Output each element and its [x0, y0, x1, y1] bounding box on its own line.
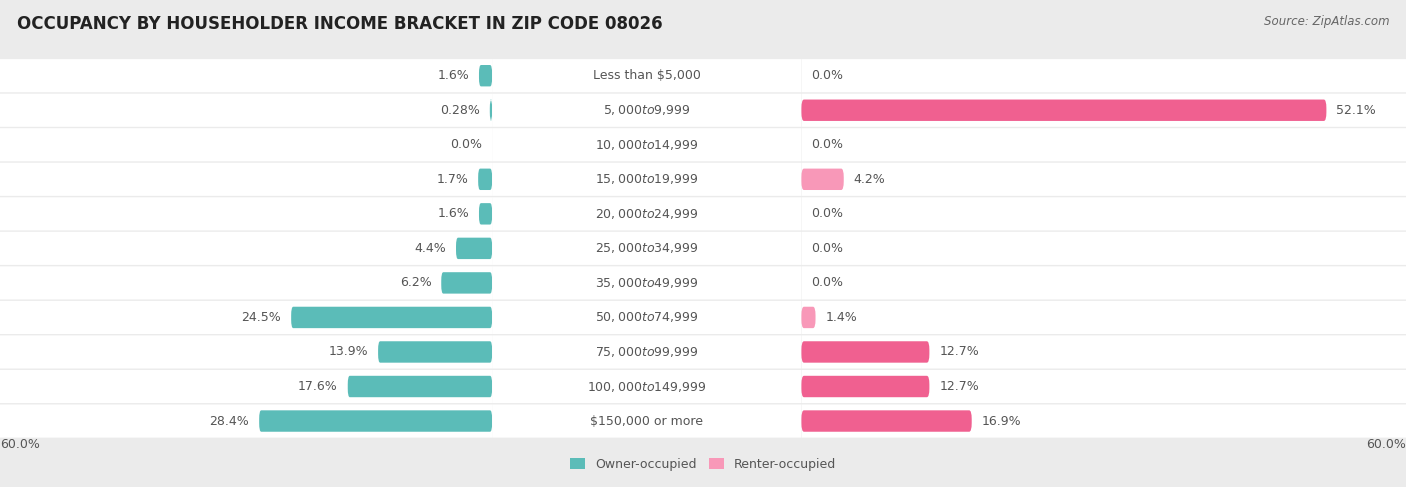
FancyBboxPatch shape [801, 341, 929, 363]
FancyBboxPatch shape [0, 163, 492, 196]
FancyBboxPatch shape [801, 232, 1406, 265]
FancyBboxPatch shape [492, 336, 801, 369]
FancyBboxPatch shape [801, 94, 1406, 127]
FancyBboxPatch shape [801, 370, 1406, 403]
FancyBboxPatch shape [492, 405, 801, 438]
Text: 0.0%: 0.0% [811, 242, 844, 255]
FancyBboxPatch shape [492, 301, 801, 334]
Text: 1.4%: 1.4% [825, 311, 858, 324]
Text: 16.9%: 16.9% [981, 414, 1021, 428]
FancyBboxPatch shape [0, 59, 492, 92]
FancyBboxPatch shape [347, 376, 492, 397]
Text: 28.4%: 28.4% [209, 414, 249, 428]
Text: $20,000 to $24,999: $20,000 to $24,999 [595, 207, 699, 221]
Text: 17.6%: 17.6% [298, 380, 337, 393]
Text: 12.7%: 12.7% [939, 380, 979, 393]
Text: 0.0%: 0.0% [450, 138, 482, 151]
Text: 0.0%: 0.0% [811, 207, 844, 220]
Text: 0.0%: 0.0% [811, 138, 844, 151]
FancyBboxPatch shape [0, 405, 492, 438]
FancyBboxPatch shape [0, 94, 492, 127]
FancyBboxPatch shape [0, 128, 492, 161]
FancyBboxPatch shape [801, 163, 1406, 196]
FancyBboxPatch shape [0, 266, 492, 300]
Text: 0.0%: 0.0% [811, 277, 844, 289]
Text: 60.0%: 60.0% [0, 438, 39, 451]
Text: $75,000 to $99,999: $75,000 to $99,999 [595, 345, 699, 359]
FancyBboxPatch shape [801, 376, 929, 397]
Text: 13.9%: 13.9% [329, 345, 368, 358]
FancyBboxPatch shape [291, 307, 492, 328]
FancyBboxPatch shape [801, 169, 844, 190]
Text: $50,000 to $74,999: $50,000 to $74,999 [595, 310, 699, 324]
Text: $5,000 to $9,999: $5,000 to $9,999 [603, 103, 690, 117]
Text: 1.6%: 1.6% [437, 69, 470, 82]
Text: 1.7%: 1.7% [436, 173, 468, 186]
FancyBboxPatch shape [259, 411, 492, 432]
FancyBboxPatch shape [492, 197, 801, 230]
FancyBboxPatch shape [378, 341, 492, 363]
FancyBboxPatch shape [801, 336, 1406, 369]
FancyBboxPatch shape [801, 128, 1406, 161]
Text: 12.7%: 12.7% [939, 345, 979, 358]
Legend: Owner-occupied, Renter-occupied: Owner-occupied, Renter-occupied [565, 453, 841, 476]
FancyBboxPatch shape [801, 307, 815, 328]
FancyBboxPatch shape [801, 266, 1406, 300]
Text: $15,000 to $19,999: $15,000 to $19,999 [595, 172, 699, 187]
FancyBboxPatch shape [489, 99, 492, 121]
Text: 24.5%: 24.5% [242, 311, 281, 324]
Text: $35,000 to $49,999: $35,000 to $49,999 [595, 276, 699, 290]
FancyBboxPatch shape [801, 301, 1406, 334]
FancyBboxPatch shape [441, 272, 492, 294]
FancyBboxPatch shape [0, 336, 492, 369]
Text: 4.4%: 4.4% [415, 242, 446, 255]
Text: 60.0%: 60.0% [1367, 438, 1406, 451]
FancyBboxPatch shape [801, 197, 1406, 230]
FancyBboxPatch shape [478, 169, 492, 190]
FancyBboxPatch shape [801, 59, 1406, 92]
Text: $25,000 to $34,999: $25,000 to $34,999 [595, 242, 699, 255]
FancyBboxPatch shape [492, 94, 801, 127]
Text: 0.28%: 0.28% [440, 104, 479, 117]
FancyBboxPatch shape [492, 232, 801, 265]
FancyBboxPatch shape [492, 163, 801, 196]
Text: 4.2%: 4.2% [853, 173, 886, 186]
Text: Source: ZipAtlas.com: Source: ZipAtlas.com [1264, 15, 1389, 28]
FancyBboxPatch shape [479, 65, 492, 86]
Text: 1.6%: 1.6% [437, 207, 470, 220]
Text: OCCUPANCY BY HOUSEHOLDER INCOME BRACKET IN ZIP CODE 08026: OCCUPANCY BY HOUSEHOLDER INCOME BRACKET … [17, 15, 662, 33]
Text: $10,000 to $14,999: $10,000 to $14,999 [595, 138, 699, 152]
FancyBboxPatch shape [801, 411, 972, 432]
Text: 0.0%: 0.0% [811, 69, 844, 82]
FancyBboxPatch shape [0, 370, 492, 403]
FancyBboxPatch shape [0, 197, 492, 230]
FancyBboxPatch shape [801, 405, 1406, 438]
FancyBboxPatch shape [492, 266, 801, 300]
Text: 52.1%: 52.1% [1337, 104, 1376, 117]
Text: Less than $5,000: Less than $5,000 [593, 69, 700, 82]
FancyBboxPatch shape [492, 59, 801, 92]
FancyBboxPatch shape [801, 99, 1326, 121]
Text: $150,000 or more: $150,000 or more [591, 414, 703, 428]
FancyBboxPatch shape [0, 301, 492, 334]
FancyBboxPatch shape [492, 370, 801, 403]
Text: 6.2%: 6.2% [399, 277, 432, 289]
FancyBboxPatch shape [456, 238, 492, 259]
FancyBboxPatch shape [0, 232, 492, 265]
Text: $100,000 to $149,999: $100,000 to $149,999 [588, 379, 706, 393]
FancyBboxPatch shape [479, 203, 492, 225]
FancyBboxPatch shape [492, 128, 801, 161]
